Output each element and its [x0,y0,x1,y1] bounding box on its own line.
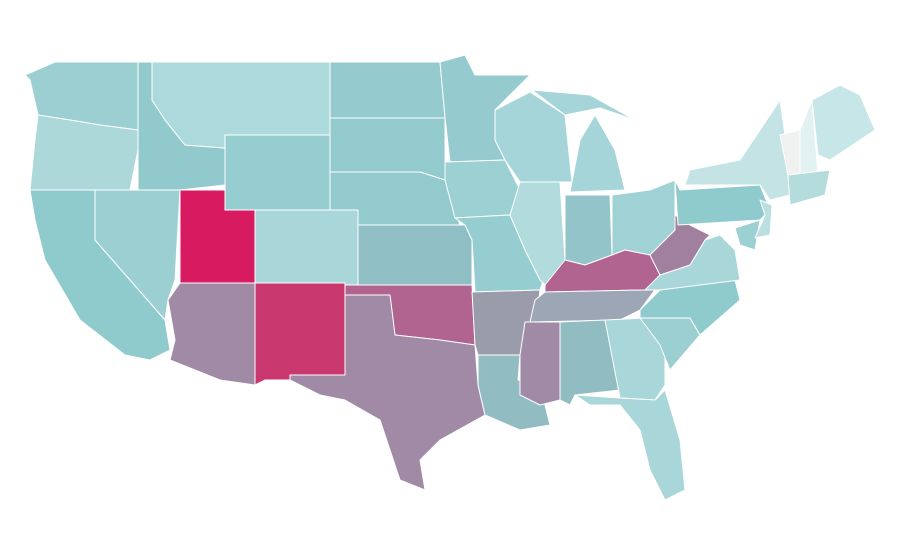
state [254,209,359,286]
state [674,179,771,226]
state [811,84,876,161]
states [24,54,876,501]
state [477,354,551,431]
state [531,89,636,121]
state [569,114,626,193]
state [329,117,446,181]
state [649,214,711,276]
state [289,294,486,491]
state [754,199,773,239]
state [787,169,831,206]
state [734,219,761,251]
state [519,321,561,406]
state [329,61,446,119]
state [574,389,686,501]
state [684,99,791,201]
state [254,282,346,386]
state [224,134,331,211]
state [444,159,521,219]
state [167,282,256,386]
state [564,194,613,266]
state [357,224,473,286]
